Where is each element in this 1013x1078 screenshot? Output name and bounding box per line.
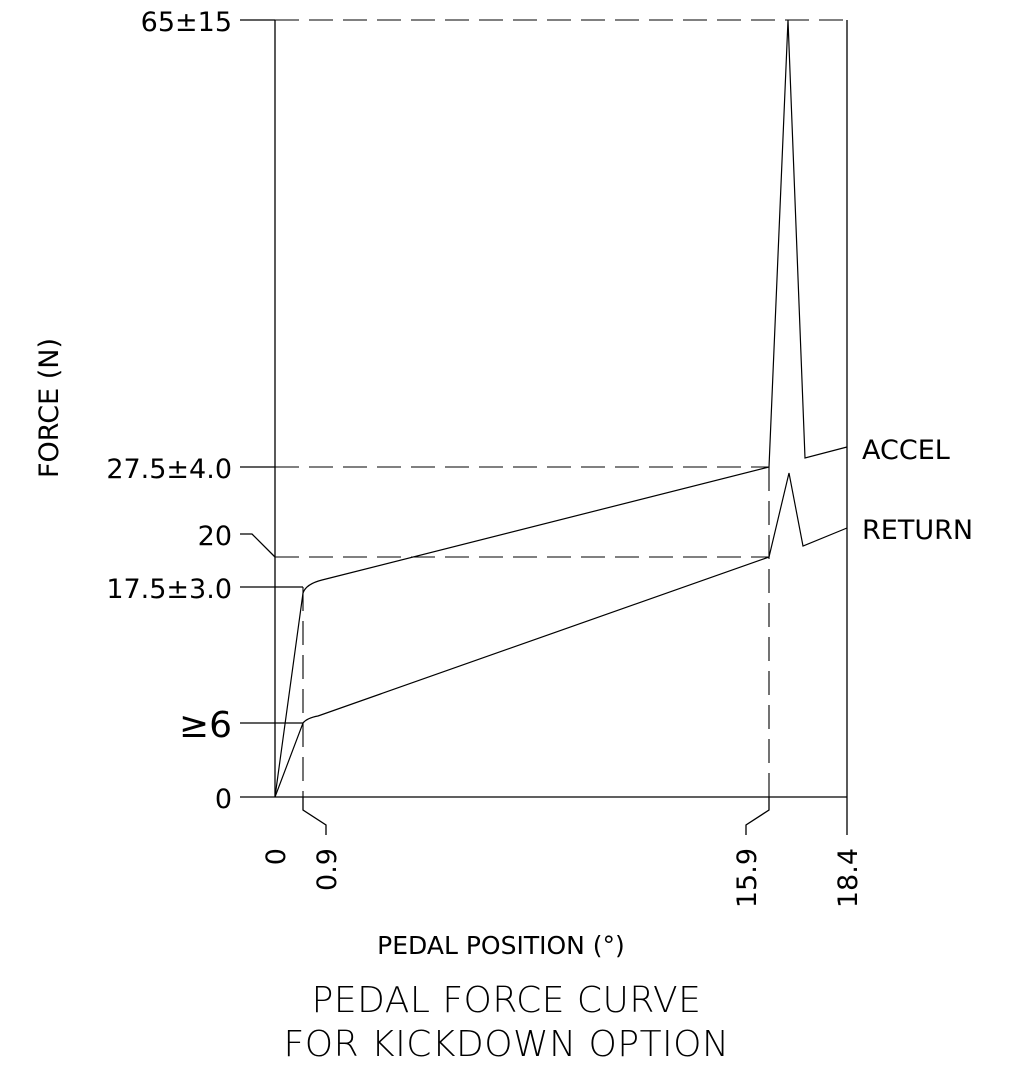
y-tick-labels: 65±15 27.5±4.0 20 17.5±3.0 ≥6 0 [106,7,232,815]
x-tick-15-9-leader [745,797,770,835]
y-tick-label-65: 65±15 [141,7,232,38]
guide-lines [275,19,847,797]
y-tick-label-20: 20 [198,521,232,552]
curves [274,19,848,798]
chart-title-line-1: PEDAL FORCE CURVE [311,980,702,1021]
x-tick-label-15-9: 15.9 [732,848,763,908]
y-tick-label-6: ≥6 [179,705,232,746]
x-tick-0-9-leader [302,797,327,835]
return-curve [274,472,848,798]
series-label-return: RETURN [862,515,973,546]
chart-title-line-2: FOR KICKDOWN OPTION [283,1024,730,1065]
y-axis-title: FORCE (N) [34,338,65,478]
y-tick-20-leader [240,533,276,558]
series-label-accel: ACCEL [862,435,950,466]
y-ticks [240,19,303,724]
x-tick-label-0: 0 [261,848,292,865]
pedal-force-chart: 65±15 27.5±4.0 20 17.5±3.0 ≥6 0 0 0.9 15… [34,7,973,960]
series-labels: ACCEL RETURN [862,435,973,546]
x-tick-label-0-9: 0.9 [312,848,343,891]
x-axis-title: PEDAL POSITION (°) [377,931,625,960]
x-ticks [302,797,770,835]
chart-frame [240,20,848,835]
y-tick-label-27-5: 27.5±4.0 [106,454,232,485]
y-tick-label-17-5: 17.5±3.0 [106,574,232,605]
accel-curve [274,19,848,798]
x-tick-labels: 0 0.9 15.9 18.4 [261,848,864,908]
x-tick-label-18-4: 18.4 [833,848,864,908]
y-tick-label-0: 0 [215,784,232,815]
